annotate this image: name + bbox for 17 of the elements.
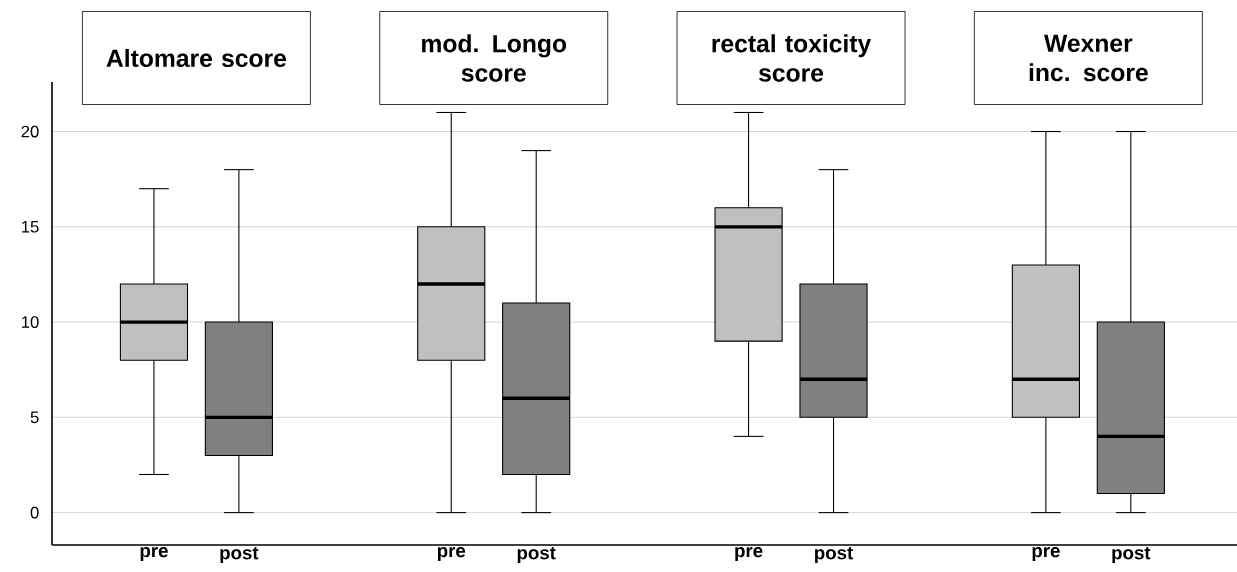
- y-tick-label: 20: [21, 125, 39, 138]
- y-tick-label: 15: [22, 221, 39, 233]
- text: rectal toxicity score: [712, 34, 872, 82]
- x-tick-label: post: [815, 547, 853, 564]
- text: Wexner inc. score: [1029, 34, 1148, 82]
- x-tick-label: pre: [437, 547, 466, 561]
- text: Altomare score: [106, 48, 287, 68]
- y-tick-label: 5: [30, 411, 39, 424]
- text: mod. Longo score: [422, 34, 567, 82]
- x-tick-label: pre: [1032, 547, 1060, 561]
- x-tick-label: post: [517, 547, 556, 564]
- x-tick-label: post: [220, 547, 259, 564]
- y-tick-label: 10: [22, 316, 39, 328]
- x-tick-label: post: [1112, 547, 1151, 564]
- y-tick-label: 0: [30, 506, 39, 519]
- x-tick-label: pre: [735, 547, 763, 561]
- x-tick-label: pre: [140, 547, 168, 561]
